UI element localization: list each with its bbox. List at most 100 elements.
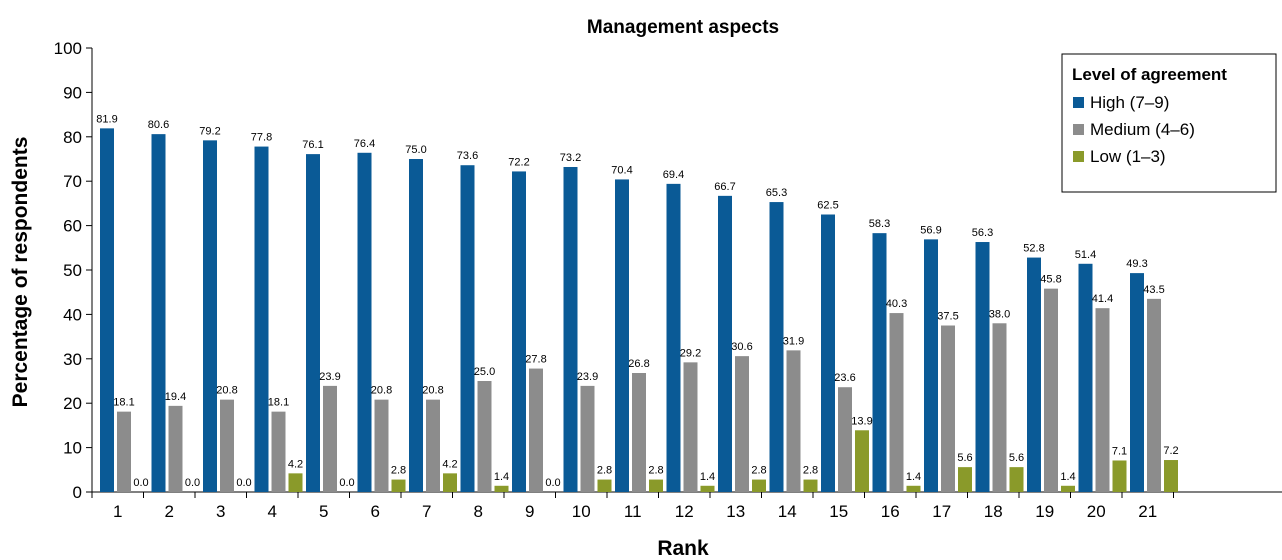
- data-label: 1.4: [700, 471, 715, 483]
- data-label: 31.9: [783, 335, 804, 347]
- data-label: 20.8: [422, 385, 443, 397]
- bar-medium-6: [374, 399, 389, 492]
- x-tick-label: 14: [778, 502, 797, 521]
- data-label: 37.5: [937, 311, 958, 323]
- legend-entry-label: High (7–9): [1090, 93, 1169, 112]
- bar-high-5: [306, 154, 320, 492]
- data-label: 0.0: [339, 477, 354, 489]
- x-tick-label: 18: [984, 502, 1003, 521]
- data-label: 41.4: [1092, 293, 1113, 305]
- bar-medium-9: [529, 368, 543, 492]
- data-label: 19.4: [165, 391, 186, 403]
- data-label: 2.8: [751, 465, 766, 477]
- bar-low-11: [649, 479, 663, 492]
- data-label: 43.5: [1143, 284, 1164, 296]
- bar-medium-11: [632, 373, 646, 492]
- x-tick-label: 20: [1087, 502, 1106, 521]
- data-label: 0.0: [236, 477, 251, 489]
- data-label: 4.2: [288, 458, 303, 470]
- bar-high-19: [1027, 257, 1041, 492]
- x-tick-label: 12: [675, 502, 694, 521]
- data-label: 70.4: [611, 164, 632, 176]
- y-axis-title: Percentage of respondents: [9, 137, 32, 408]
- bar-medium-20: [1095, 308, 1110, 492]
- bar-high-16: [872, 233, 887, 492]
- data-label: 13.9: [851, 415, 872, 427]
- data-label: 65.3: [766, 187, 787, 199]
- bar-high-21: [1130, 273, 1144, 492]
- bar-low-10: [597, 479, 612, 492]
- x-tick-label: 19: [1035, 502, 1054, 521]
- data-label: 81.9: [96, 113, 117, 125]
- data-label: 73.2: [560, 152, 581, 164]
- bar-low-18: [1009, 467, 1024, 492]
- data-label: 0.0: [133, 477, 148, 489]
- bar-medium-15: [838, 387, 852, 492]
- bar-low-16: [906, 485, 921, 492]
- data-label: 73.6: [457, 150, 478, 162]
- legend-swatch-medium: [1073, 124, 1084, 135]
- bar-medium-13: [735, 356, 749, 492]
- bar-medium-17: [941, 325, 955, 492]
- bar-high-10: [563, 166, 578, 492]
- bar-low-17: [958, 467, 972, 492]
- data-label: 58.3: [869, 218, 890, 230]
- x-tick-label: 7: [422, 502, 431, 521]
- x-tick-label: 16: [881, 502, 900, 521]
- y-tick-label: 10: [63, 439, 82, 458]
- data-label: 5.6: [957, 452, 972, 464]
- x-axis-title: Rank: [657, 537, 709, 560]
- x-tick-label: 2: [165, 502, 174, 521]
- x-tick-label: 6: [371, 502, 380, 521]
- bar-high-14: [769, 202, 784, 492]
- bar-low-8: [494, 485, 509, 492]
- data-label: 75.0: [405, 144, 426, 156]
- bar-medium-14: [786, 350, 801, 492]
- data-label: 40.3: [886, 298, 907, 310]
- data-label: 49.3: [1126, 258, 1147, 270]
- y-tick-label: 40: [63, 305, 82, 324]
- data-label: 56.9: [920, 224, 941, 236]
- bar-low-14: [803, 479, 818, 492]
- data-label: 38.0: [989, 308, 1010, 320]
- data-label: 23.9: [319, 371, 340, 383]
- y-tick-label: 90: [63, 83, 82, 102]
- bar-medium-10: [580, 385, 595, 492]
- plot-area: 0 10 20 30 40 50 60 70 80 90 100 1 81.9 18.1 0.0 2 80.6 1…: [54, 39, 1282, 521]
- bar-medium-12: [683, 362, 698, 492]
- data-label: 2.8: [803, 465, 818, 477]
- bar-medium-18: [992, 323, 1007, 492]
- y-tick-label: 100: [54, 39, 82, 58]
- x-tick-label: 11: [624, 502, 642, 521]
- bar-low-20: [1112, 460, 1127, 492]
- data-label: 26.8: [628, 358, 649, 370]
- data-label: 29.2: [680, 347, 701, 359]
- data-label: 23.6: [834, 372, 855, 384]
- bar-high-3: [203, 140, 217, 493]
- data-label: 0.0: [545, 477, 560, 489]
- data-label: 62.5: [817, 200, 838, 212]
- data-label: 79.2: [199, 125, 220, 137]
- bar-high-20: [1078, 263, 1093, 492]
- bar-low-13: [752, 479, 766, 492]
- bar-high-12: [666, 183, 681, 492]
- bar-medium-7: [426, 399, 440, 492]
- bar-high-11: [615, 179, 629, 492]
- bar-low-15: [855, 430, 869, 492]
- data-label: 2.8: [391, 465, 406, 477]
- y-tick-label: 20: [63, 394, 82, 413]
- data-label: 7.1: [1112, 445, 1127, 457]
- bar-high-8: [460, 165, 475, 492]
- data-label: 51.4: [1075, 249, 1096, 261]
- x-tick-label: 13: [726, 502, 745, 521]
- data-label: 20.8: [216, 385, 237, 397]
- bar-medium-16: [889, 313, 904, 492]
- data-label: 23.9: [577, 371, 598, 383]
- bar-high-13: [718, 195, 732, 493]
- x-tick-label: 5: [319, 502, 328, 521]
- data-label: 1.4: [494, 471, 509, 483]
- data-label: 77.8: [251, 132, 272, 144]
- bar-low-6: [391, 479, 406, 492]
- x-tick-label: 8: [474, 502, 483, 521]
